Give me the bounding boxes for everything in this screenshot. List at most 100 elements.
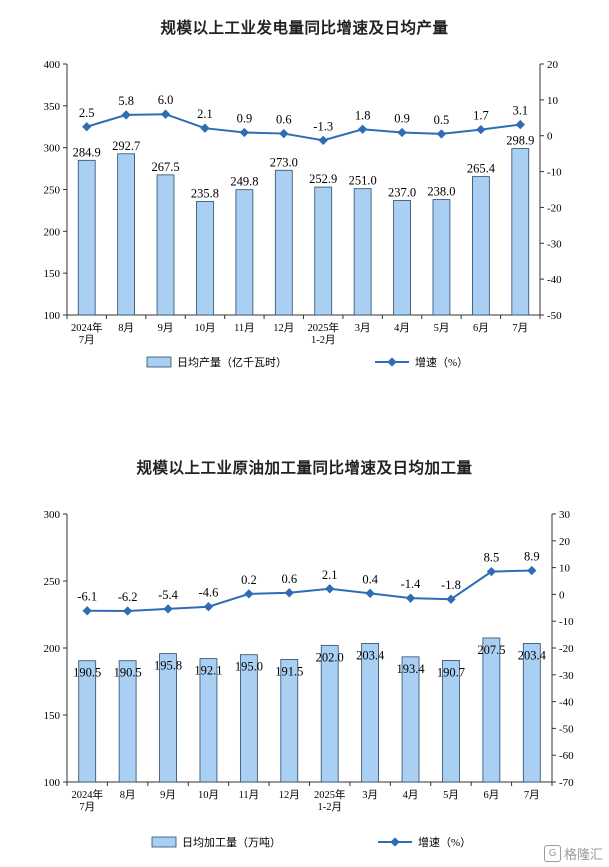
chart1-bar-value-label: 292.7 (112, 139, 140, 153)
chart2-right-tick-label: -20 (559, 643, 574, 655)
chart2-growth-point (446, 594, 456, 604)
chart2-left-tick-label: 150 (44, 710, 61, 722)
chart1-right-tick-label: -40 (547, 274, 562, 286)
chart2-growth-value-label: -1.4 (401, 577, 422, 591)
chart2-bar-value-label: 203.4 (356, 648, 385, 662)
chart1-x-tick-label: 12月 (273, 322, 294, 334)
chart2-right-tick-label: -60 (559, 750, 574, 762)
chart2-x-tick-label: 6月 (484, 789, 500, 801)
chart1-bar-value-label: 252.9 (309, 172, 337, 186)
chart2-growth-point (122, 606, 133, 616)
chart1-growth-point (239, 127, 250, 138)
chart2-bar-value-label: 193.4 (396, 662, 425, 676)
chart2-bar-value-label: 195.0 (235, 660, 263, 674)
chart2-x-tick-label: 10月 (198, 789, 219, 801)
chart1-right-tick-label: -30 (547, 238, 562, 250)
chart1-x-tick-label: 10月 (194, 322, 215, 334)
chart2-growth-point (163, 604, 173, 614)
chart1-left-tick-label: 100 (44, 310, 61, 322)
chart2-bar (118, 660, 137, 783)
chart1-growth-value-label: -1.3 (313, 119, 333, 133)
chart2-bar (401, 656, 420, 783)
chart1-x-tick-label: 8月 (118, 322, 134, 334)
chart1-x-tick-label: 5月 (434, 322, 450, 334)
chart1-growth-value-label: 0.9 (237, 111, 253, 125)
chart1-bar (353, 188, 372, 316)
chart2-bar (522, 643, 541, 783)
chart1-x-tick-label: 4月 (394, 322, 410, 334)
chart2-x-tick-label: 2025年 (314, 788, 346, 801)
chart1-x-tick-label: 3月 (355, 322, 371, 334)
chart1-bar (432, 199, 451, 316)
chart2-x-tick-label: 4月 (403, 789, 419, 801)
chart1-legend-line-marker (387, 357, 397, 367)
chart1-right-tick-label: -50 (547, 310, 562, 322)
chart1-bar-value-label: 251.0 (349, 174, 377, 188)
chart2-growth-value-label: -1.8 (441, 578, 461, 592)
chart2-bar-value-label: 203.4 (518, 648, 547, 662)
chart1-bar-value-label: 235.8 (191, 186, 219, 200)
chart1-bar (393, 199, 411, 316)
chart1-x-tick-label: 2024年 (71, 321, 103, 334)
chart1-x-tick-label: 7月 (512, 322, 528, 334)
chart2-bar-value-label: 207.5 (477, 643, 505, 657)
chart2-left-tick-label: 300 (44, 509, 61, 521)
chart1-bar (274, 169, 293, 316)
chart1-bar-value-label: 249.8 (230, 175, 258, 189)
chart1-growth-value-label: 5.8 (118, 94, 134, 108)
chart1-bar (77, 159, 96, 316)
chart1-bar-value-label: 237.0 (388, 185, 416, 199)
chart2-growth-value-label: 8.5 (484, 551, 500, 565)
chart2-bar-value-label: 192.1 (194, 664, 222, 678)
chart2-right-tick-label: -50 (559, 723, 574, 735)
chart1-growth-point (318, 135, 328, 146)
chart1-bar (235, 189, 254, 316)
chart1-left-tick-label: 300 (44, 143, 61, 155)
chart1-legend-bar-label: 日均产量（亿千瓦时） (177, 355, 287, 369)
chart2-left-tick-label: 200 (44, 643, 61, 655)
chart2-growth-value-label: 0.6 (281, 572, 297, 586)
chart1-x-tick-label: 11月 (234, 322, 255, 334)
chart2-growth-value-label: 8.9 (524, 550, 540, 564)
chart1-right-tick-label: 20 (547, 59, 559, 71)
chart1-growth-value-label: 1.7 (473, 109, 489, 123)
chart2-growth-value-label: -4.6 (199, 586, 219, 600)
chart1-right-tick-label: 0 (547, 131, 553, 143)
chart1-growth-value-label: 3.1 (512, 104, 528, 118)
chart1-growth-point (476, 124, 486, 135)
chart2-growth-point (365, 588, 375, 598)
chart1-growth-point (200, 123, 210, 133)
chart1-growth-line (86, 113, 521, 142)
chart2-bar (78, 660, 97, 783)
chart2-x-tick-label: 7月 (79, 801, 95, 813)
chart1-growth-value-label: 2.1 (197, 107, 213, 121)
chart2-bar (361, 643, 380, 783)
watermark-text: 格隆汇 (563, 848, 603, 863)
chart1-x-tick-label: 2025年 (307, 321, 339, 334)
chart2-growth-value-label: 0.2 (241, 573, 257, 587)
watermark: G 格隆汇 (543, 844, 603, 863)
chart2-growth-value-label: 2.1 (322, 568, 338, 582)
chart2-bar (482, 637, 501, 783)
chart2-left-tick-label: 100 (44, 777, 61, 789)
chart2-bar-value-label: 195.8 (154, 659, 182, 673)
chart1-bar-value-label: 298.9 (506, 134, 534, 148)
chart2-right-tick-label: -40 (559, 697, 574, 709)
chart2-growth-point (284, 588, 294, 598)
chart2-right-tick-label: 10 (559, 563, 571, 575)
chart2-bar (320, 644, 339, 783)
chart1-growth-value-label: 2.5 (79, 106, 95, 120)
watermark-logo-icon: G (543, 845, 561, 862)
chart1-bar (156, 174, 175, 316)
chart1-bar-value-label: 284.9 (73, 145, 101, 159)
chart2-bar (159, 653, 177, 783)
chart2-left-tick-label: 250 (44, 576, 61, 588)
chart2-growth-point (203, 602, 214, 612)
chart1-bar (472, 176, 490, 316)
chart2-legend-line-marker (390, 837, 400, 847)
chart1-growth-value-label: 0.9 (394, 111, 410, 125)
chart2-growth-point (527, 565, 537, 576)
chart1-bar-value-label: 265.4 (467, 162, 496, 176)
chart1-left-tick-label: 200 (44, 226, 61, 238)
